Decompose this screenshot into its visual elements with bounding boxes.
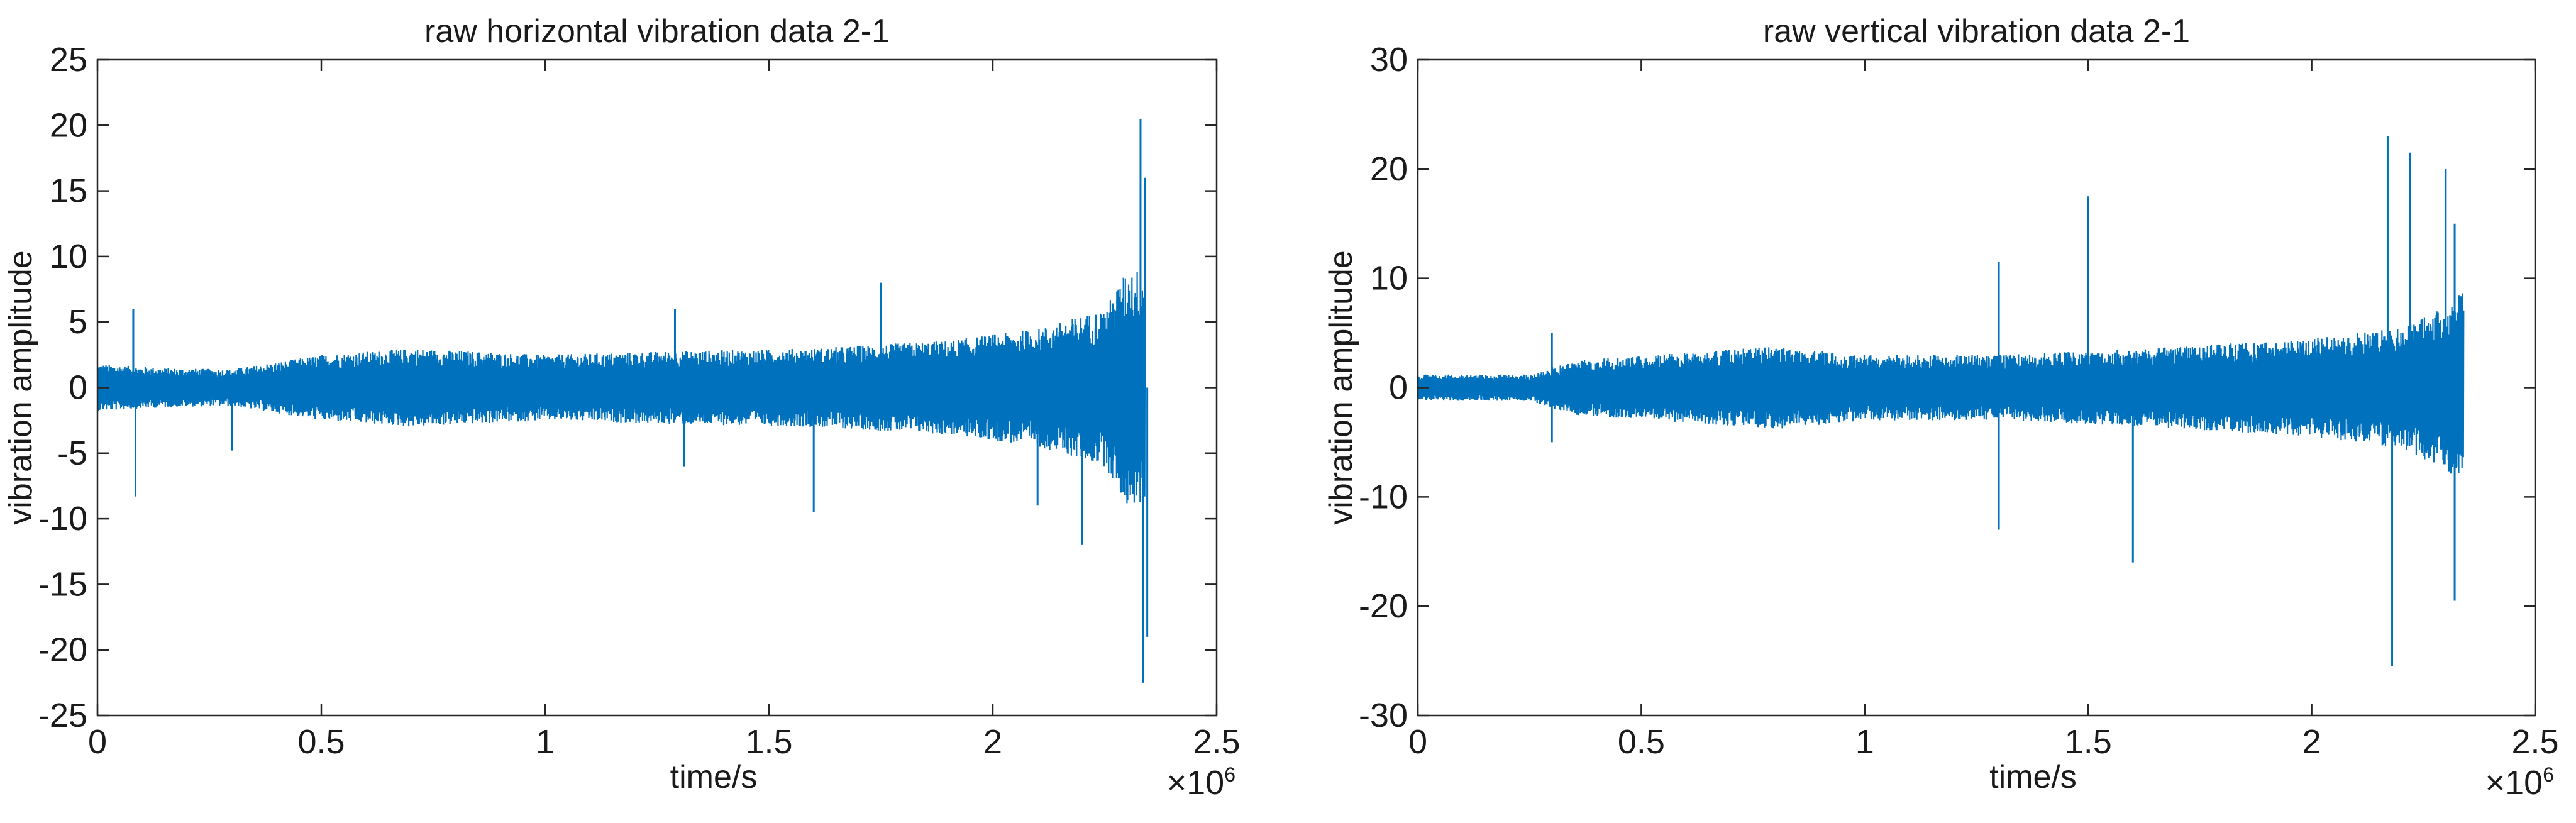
chart-title: raw horizontal vibration data 2-1 [424,13,890,50]
signal-trace [1417,293,2465,474]
x-tick-label: 1 [536,723,555,761]
x-tick-label: 2.5 [1193,723,1240,761]
x-axis-label: time/s [1989,759,2077,795]
y-tick-label: 20 [50,106,87,144]
y-tick-label: 5 [69,303,87,341]
x-axis-label: time/s [670,759,758,795]
y-tick-label: -20 [1359,587,1408,625]
y-tick-label: 15 [50,172,87,210]
y-tick-label: 20 [1370,150,1408,188]
y-tick-label: -15 [38,565,87,603]
signal-trace [96,272,1146,504]
y-tick-label: -10 [38,500,87,538]
x-tick-label: 2.5 [2511,723,2558,761]
y-tick-label: -5 [57,434,87,472]
x-tick-label: 1 [1855,723,1874,761]
x-tick-label: 0 [88,723,107,761]
chart-horizontal-vibration: raw horizontal vibration data 2-1 0 0.5 1 1.… [3,13,1241,802]
y-tick-label: 0 [69,369,87,407]
x-tick-label: 0 [1408,723,1427,761]
y-tick-label: -10 [1359,478,1408,516]
y-tick-label: 10 [50,238,87,275]
y-tick-label: -20 [38,631,87,669]
y-tick-label: 25 [50,41,87,79]
x-axis-multiplier: ×106 [1167,763,1235,802]
x-tick-label: 2 [983,723,1002,761]
chart-title: raw vertical vibration data 2-1 [1763,13,2190,50]
x-tick-label: 2 [2302,723,2321,761]
y-tick-label: -30 [1359,697,1408,734]
chart-vertical-vibration: raw vertical vibration data 2-1 0 0.5 1 1.5 2… [1323,13,2559,802]
y-tick-label: -25 [38,697,87,734]
y-tick-label: 0 [1389,369,1408,407]
x-axis-multiplier: ×106 [2485,763,2554,802]
x-tick-label: 1.5 [2065,723,2112,761]
x-tick-label: 0.5 [297,723,345,761]
y-tick-label: 30 [1370,41,1408,79]
x-tick-label: 1.5 [745,723,792,761]
y-axis-label: vibration amplitude [1323,250,1359,524]
y-axis-label: vibration amplitude [3,250,39,524]
x-tick-label: 0.5 [1618,723,1665,761]
y-tick-label: 10 [1370,260,1408,297]
